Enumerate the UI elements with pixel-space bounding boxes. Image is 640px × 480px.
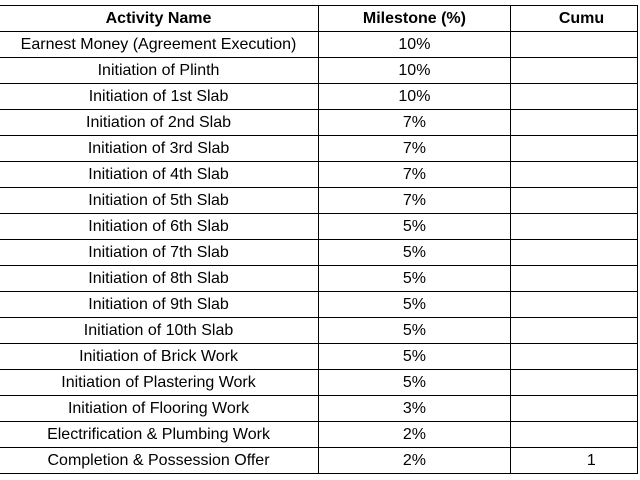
table-row: Completion & Possession Offer 2% 1 — [0, 447, 639, 474]
milestone-cell: 5% — [318, 317, 511, 344]
milestone-cell: 7% — [318, 161, 511, 188]
table-row: Initiation of Plastering Work 5% — [0, 369, 639, 396]
table-row: Initiation of 5th Slab 7% — [0, 187, 639, 214]
activity-name-cell: Initiation of 8th Slab — [0, 265, 320, 292]
milestone-cell: 7% — [318, 187, 511, 214]
cumulative-cell — [509, 239, 639, 266]
activity-name-cell: Initiation of Brick Work — [0, 343, 320, 370]
milestone-cell: 5% — [318, 265, 511, 292]
cumulative-cell — [509, 109, 639, 136]
activity-name-cell: Earnest Money (Agreement Execution) — [0, 31, 320, 58]
milestone-cell: 2% — [318, 421, 511, 448]
cumulative-cell — [509, 265, 639, 292]
table-row: Initiation of Plinth 10% — [0, 57, 639, 84]
activity-name-cell: Initiation of 7th Slab — [0, 239, 320, 266]
milestone-cell: 3% — [318, 395, 511, 422]
activity-name-cell: Initiation of 1st Slab — [0, 83, 320, 110]
table-row: Initiation of 7th Slab 5% — [0, 239, 639, 266]
milestone-cell: 7% — [318, 109, 511, 136]
activity-name-cell: Initiation of 4th Slab — [0, 161, 320, 188]
payment-schedule-table: Activity Name Milestone (%) Cumu Earnest… — [0, 5, 639, 474]
activity-name-cell: Initiation of 9th Slab — [0, 291, 320, 318]
table-row: Initiation of Brick Work 5% — [0, 343, 639, 370]
cumulative-cell — [509, 421, 639, 448]
cumulative-cell — [509, 343, 639, 370]
cumulative-cell — [509, 31, 639, 58]
activity-name-cell: Initiation of Plastering Work — [0, 369, 320, 396]
table-row: Initiation of 9th Slab 5% — [0, 291, 639, 318]
milestone-cell: 2% — [318, 447, 511, 474]
milestone-header: Milestone (%) — [318, 5, 511, 32]
table-row: Initiation of 6th Slab 5% — [0, 213, 639, 240]
milestone-cell: 10% — [318, 31, 511, 58]
cumulative-cell — [509, 83, 639, 110]
activity-name-cell: Electrification & Plumbing Work — [0, 421, 320, 448]
table-row: Initiation of 8th Slab 5% — [0, 265, 639, 292]
table-row: Initiation of 2nd Slab 7% — [0, 109, 639, 136]
table-row: Initiation of 10th Slab 5% — [0, 317, 639, 344]
milestone-cell: 10% — [318, 83, 511, 110]
table-row: Initiation of 4th Slab 7% — [0, 161, 639, 188]
cumulative-cell — [509, 213, 639, 240]
cumulative-cell — [509, 369, 639, 396]
activity-name-cell: Initiation of 3rd Slab — [0, 135, 320, 162]
activity-name-cell: Completion & Possession Offer — [0, 447, 320, 474]
table-row: Earnest Money (Agreement Execution) 10% — [0, 31, 639, 58]
activity-name-cell: Initiation of 6th Slab — [0, 213, 320, 240]
activity-name-cell: Initiation of 2nd Slab — [0, 109, 320, 136]
milestone-cell: 5% — [318, 291, 511, 318]
milestone-cell: 10% — [318, 57, 511, 84]
table-row: Initiation of 1st Slab 10% — [0, 83, 639, 110]
cumulative-cell: 1 — [509, 447, 639, 474]
cumulative-cell — [509, 161, 639, 188]
schedule-body: Earnest Money (Agreement Execution) 10% In… — [0, 31, 639, 474]
milestone-cell: 5% — [318, 213, 511, 240]
cumulative-cell — [509, 135, 639, 162]
activity-name-cell: Initiation of Plinth — [0, 57, 320, 84]
activity-name-cell: Initiation of 10th Slab — [0, 317, 320, 344]
header-row: Activity Name Milestone (%) Cumu — [0, 5, 639, 32]
milestone-cell: 5% — [318, 239, 511, 266]
cumulative-header: Cumu — [509, 5, 639, 32]
table-row: Initiation of Flooring Work 3% — [0, 395, 639, 422]
cumulative-cell — [509, 317, 639, 344]
activity-name-cell: Initiation of Flooring Work — [0, 395, 320, 422]
activity-name-cell: Initiation of 5th Slab — [0, 187, 320, 214]
cumulative-cell — [509, 395, 639, 422]
cumulative-cell — [509, 187, 639, 214]
cumulative-cell — [509, 57, 639, 84]
activity-name-header: Activity Name — [0, 5, 320, 32]
cumulative-cell — [509, 291, 639, 318]
milestone-cell: 5% — [318, 369, 511, 396]
milestone-cell: 5% — [318, 343, 511, 370]
milestone-cell: 7% — [318, 135, 511, 162]
table-row: Initiation of 3rd Slab 7% — [0, 135, 639, 162]
table-row: Electrification & Plumbing Work 2% — [0, 421, 639, 448]
